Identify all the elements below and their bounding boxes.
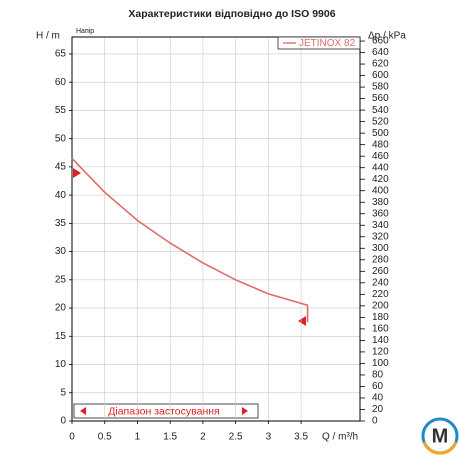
x-tick-label: 3.5 — [294, 432, 308, 443]
y2-tick-label: 280 — [372, 254, 389, 265]
y-axis-label: H / m — [36, 31, 60, 42]
y2-tick-label: 300 — [372, 243, 389, 254]
y-tick-label: 20 — [55, 303, 67, 314]
x-tick-label: 3 — [266, 432, 272, 443]
y2-tick-label: 40 — [372, 393, 384, 404]
y2-tick-label: 80 — [372, 370, 384, 381]
y2-tick-label: 520 — [372, 116, 389, 127]
y2-tick-label: 60 — [372, 381, 384, 392]
y2-tick-label: 560 — [372, 93, 389, 104]
y2-tick-label: 440 — [372, 162, 389, 173]
x-tick-label: 0 — [69, 432, 75, 443]
y-tick-label: 60 — [55, 77, 67, 88]
y-tick-label: 65 — [55, 49, 67, 60]
chart-title: Характеристики відповідно до ISO 9906 — [128, 8, 335, 20]
y2-tick-label: 220 — [372, 289, 389, 300]
x-tick-label: 0.5 — [98, 432, 112, 443]
y-tick-label: 0 — [60, 416, 66, 427]
y2-tick-label: 180 — [372, 312, 389, 323]
y2-tick-label: 120 — [372, 347, 389, 358]
y-tick-label: 40 — [55, 190, 67, 201]
curve-end-marker — [298, 316, 306, 326]
y-tick-label: 30 — [55, 246, 67, 257]
range-arrow-left — [80, 407, 86, 415]
logo: M — [421, 417, 459, 455]
x-axis-label: Q / m³/h — [322, 432, 358, 443]
y2-tick-label: 100 — [372, 358, 389, 369]
y2-tick-label: 400 — [372, 185, 389, 196]
y-tick-label: 15 — [55, 331, 67, 342]
legend-box — [277, 36, 361, 50]
y2-tick-label: 620 — [372, 59, 389, 70]
y2-tick-label: 360 — [372, 208, 389, 219]
range-arrow-right — [242, 407, 248, 415]
y-tick-label: 25 — [55, 274, 67, 285]
legend-label: JETINOX 82 — [299, 38, 356, 49]
y2-tick-label: 480 — [372, 139, 389, 150]
y2-tick-label: 500 — [372, 128, 389, 139]
y-tick-label: 45 — [55, 162, 67, 173]
range-label: Діапазон застосування — [108, 405, 219, 417]
y-tick-label: 5 — [60, 387, 66, 398]
y-tick-label: 50 — [55, 133, 67, 144]
y2-tick-label: 200 — [372, 300, 389, 311]
y2-tick-label: 140 — [372, 335, 389, 346]
x-tick-label: 2.5 — [229, 432, 243, 443]
y2-axis-label: Δp / kPa — [368, 31, 406, 42]
curve-start-marker — [73, 168, 81, 178]
y2-tick-label: 20 — [372, 404, 384, 415]
x-tick-label: 1.5 — [163, 432, 177, 443]
y2-tick-label: 380 — [372, 197, 389, 208]
y2-tick-label: 0 — [372, 416, 378, 427]
y2-tick-label: 420 — [372, 174, 389, 185]
y2-tick-label: 640 — [372, 47, 389, 58]
x-tick-label: 1 — [135, 432, 141, 443]
y2-tick-label: 580 — [372, 82, 389, 93]
x-tick-label: 2 — [200, 432, 206, 443]
y2-tick-label: 320 — [372, 231, 389, 242]
y-tick-label: 35 — [55, 218, 67, 229]
y2-tick-label: 540 — [372, 105, 389, 116]
svg-text:M: M — [432, 425, 449, 447]
y2-tick-label: 260 — [372, 266, 389, 277]
y-tick-label: 10 — [55, 359, 67, 370]
y2-tick-label: 340 — [372, 220, 389, 231]
y-tick-label: 55 — [55, 105, 67, 116]
range-box — [73, 403, 259, 419]
y2-tick-label: 160 — [372, 324, 389, 335]
y2-tick-label: 460 — [372, 151, 389, 162]
curve — [71, 157, 309, 323]
y-axis-sublabel: Напір — [76, 27, 94, 35]
y2-tick-label: 600 — [372, 70, 389, 81]
plot-border — [71, 36, 361, 422]
y2-tick-label: 240 — [372, 277, 389, 288]
y2-tick-label: 660 — [372, 36, 389, 47]
